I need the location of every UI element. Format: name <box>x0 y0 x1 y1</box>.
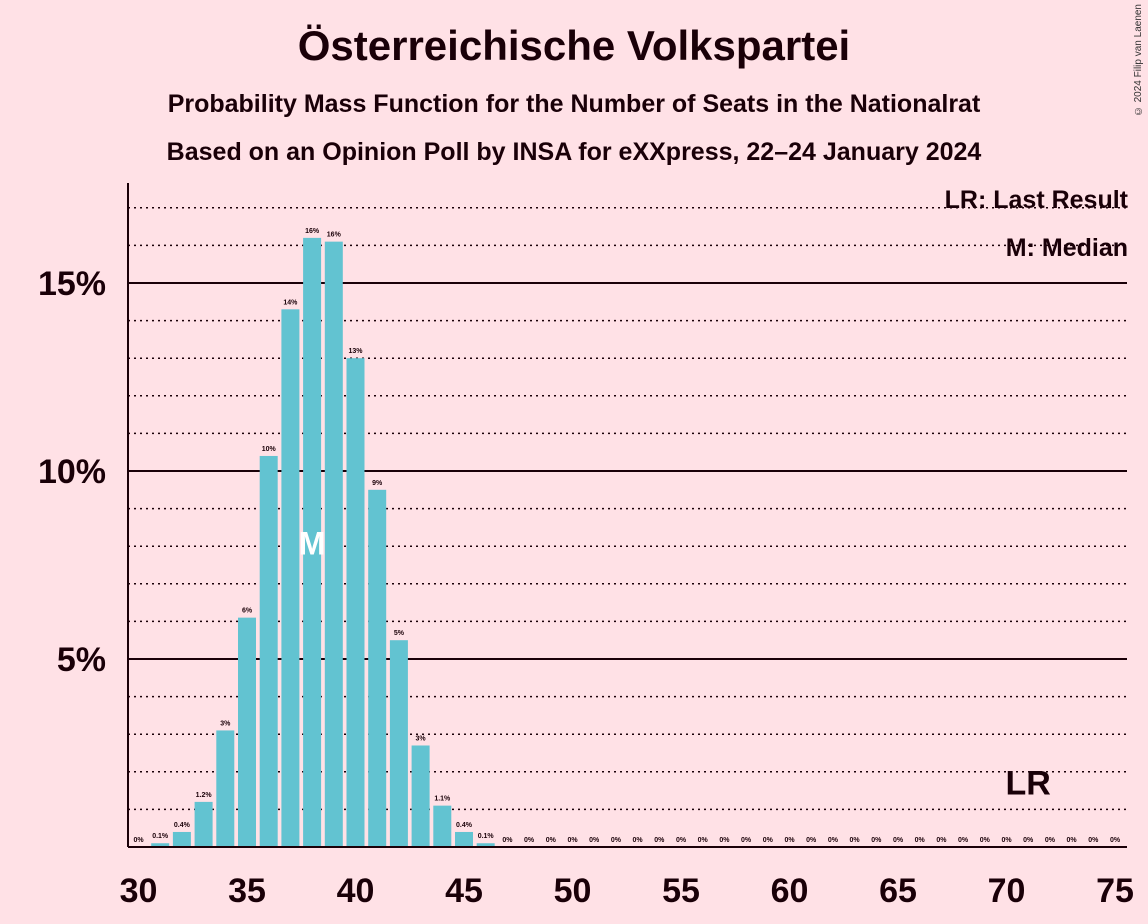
bar-value-label: 0% <box>980 837 991 844</box>
legend-median: M: Median <box>1005 234 1128 262</box>
bar-value-label: 1.1% <box>434 796 451 803</box>
bar-value-label: 0% <box>633 837 644 844</box>
bar-value-label: 0% <box>1110 837 1121 844</box>
bar-value-label: 0% <box>1067 837 1078 844</box>
bar-value-label: 6% <box>242 608 253 615</box>
bar <box>172 831 191 847</box>
bar-value-label: 0.4% <box>174 822 191 829</box>
x-tick-label: 45 <box>445 872 483 910</box>
x-tick-label: 75 <box>1096 872 1134 910</box>
bar-value-label: 0% <box>676 837 687 844</box>
bar <box>368 489 387 847</box>
bar-value-label: 0% <box>850 837 861 844</box>
bar <box>194 801 213 847</box>
bar <box>455 831 473 847</box>
bar <box>259 455 278 847</box>
bar-value-label: 3% <box>220 720 231 727</box>
bar-value-label: 13% <box>348 348 363 355</box>
bar-value-label: 0% <box>654 837 665 844</box>
bar <box>433 805 452 847</box>
bar-value-label: 16% <box>327 232 342 239</box>
chart-subtitle-1: Probability Mass Function for the Number… <box>167 90 981 118</box>
bar-value-label: 0% <box>1001 837 1012 844</box>
median-marker: M <box>299 525 326 561</box>
bar-value-label: 9% <box>372 480 383 487</box>
legend-last-result: LR: Last Result <box>944 186 1128 214</box>
y-tick-label: 5% <box>57 641 106 679</box>
bar-value-label: 0% <box>806 837 817 844</box>
bar-value-label: 0.1% <box>478 833 495 840</box>
bar-value-label: 0% <box>763 837 774 844</box>
bar-value-label: 0% <box>784 837 795 844</box>
bar <box>389 640 408 847</box>
chart-subtitle-2: Based on an Opinion Poll by INSA for eXX… <box>166 138 982 166</box>
bar <box>303 237 322 847</box>
bar-value-label: 0% <box>828 837 839 844</box>
bar-value-label: 0% <box>1088 837 1099 844</box>
bar-value-label: 0% <box>1023 837 1034 844</box>
y-tick-label: 10% <box>38 453 106 491</box>
bar-value-label: 0.1% <box>152 833 169 840</box>
bar-value-label: 0% <box>611 837 622 844</box>
bar-value-label: 0% <box>698 837 709 844</box>
bar-value-label: 0% <box>741 837 752 844</box>
bar-value-label: 0% <box>958 837 969 844</box>
bar-value-label: 14% <box>283 299 298 306</box>
bar-value-label: 10% <box>262 446 277 453</box>
y-tick-label: 15% <box>38 265 106 303</box>
bar-value-label: 0% <box>915 837 926 844</box>
x-tick-label: 70 <box>988 872 1026 910</box>
bar-value-label: 1.2% <box>196 792 213 799</box>
x-tick-label: 65 <box>879 872 917 910</box>
bar-value-label: 0% <box>719 837 730 844</box>
bar <box>281 309 300 847</box>
x-tick-label: 35 <box>228 872 266 910</box>
bar-value-label: 3% <box>416 735 427 742</box>
x-tick-label: 50 <box>554 872 592 910</box>
bar <box>151 843 170 847</box>
x-tick-label: 30 <box>120 872 158 910</box>
last-result-marker: LR <box>1006 764 1051 802</box>
bar-value-label: 0.4% <box>456 822 473 829</box>
bar <box>476 843 495 847</box>
bar <box>346 358 365 847</box>
bar-value-label: 0% <box>589 837 600 844</box>
bar <box>324 241 343 847</box>
x-tick-label: 55 <box>662 872 700 910</box>
bar-value-label: 0% <box>871 837 882 844</box>
bar <box>216 730 235 847</box>
bar-value-label: 0% <box>893 837 904 844</box>
bar <box>238 617 256 847</box>
bar-value-label: 0% <box>546 837 557 844</box>
x-tick-label: 40 <box>337 872 375 910</box>
bar-value-label: 0% <box>1045 837 1056 844</box>
bar-value-label: 0% <box>567 837 578 844</box>
bar-value-label: 0% <box>524 837 535 844</box>
bar <box>411 745 430 847</box>
bar-value-label: 5% <box>394 630 405 637</box>
bar-value-label: 0% <box>936 837 947 844</box>
x-tick-label: 60 <box>771 872 809 910</box>
chart-title: Österreichische Volkspartei <box>297 22 851 69</box>
bar-value-label: 16% <box>305 228 320 235</box>
bar-value-label: 0% <box>133 837 144 844</box>
bar-value-label: 0% <box>502 837 513 844</box>
